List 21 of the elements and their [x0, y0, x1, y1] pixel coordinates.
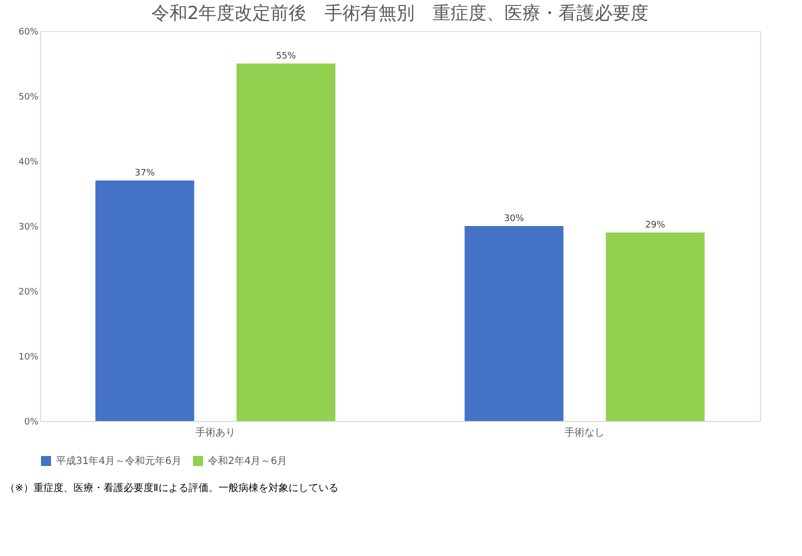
data-label: 55% — [276, 52, 296, 62]
data-label: 29% — [645, 220, 666, 230]
y-tick-label: 30% — [18, 222, 39, 232]
bar — [606, 232, 705, 421]
y-tick-label: 40% — [18, 158, 39, 168]
legend-label: 平成31年4月～令和元年6月 — [56, 455, 182, 467]
data-label: 30% — [504, 214, 524, 224]
legend-label: 令和2年4月～6月 — [208, 455, 288, 467]
bar — [236, 64, 336, 421]
bar — [464, 226, 564, 421]
text: （※）重症度、医療・看護必要度Ⅱによる評価。一般病棟を対象にしている — [5, 482, 338, 494]
y-tick-label: 10% — [18, 352, 39, 362]
x-tick-label: 手術なし — [564, 426, 605, 438]
y-tick-label: 50% — [18, 92, 39, 102]
bar — [95, 180, 194, 421]
data-label: 37% — [134, 168, 156, 178]
y-tick-label: 0% — [24, 418, 39, 428]
y-tick-label: 60% — [18, 28, 39, 38]
x-tick-label: 手術あり — [195, 426, 236, 438]
y-tick-label: 20% — [18, 288, 39, 298]
chart-title: 令和2年度改定前後 手術有無別 重症度、医療・看護必要度 — [151, 3, 649, 24]
